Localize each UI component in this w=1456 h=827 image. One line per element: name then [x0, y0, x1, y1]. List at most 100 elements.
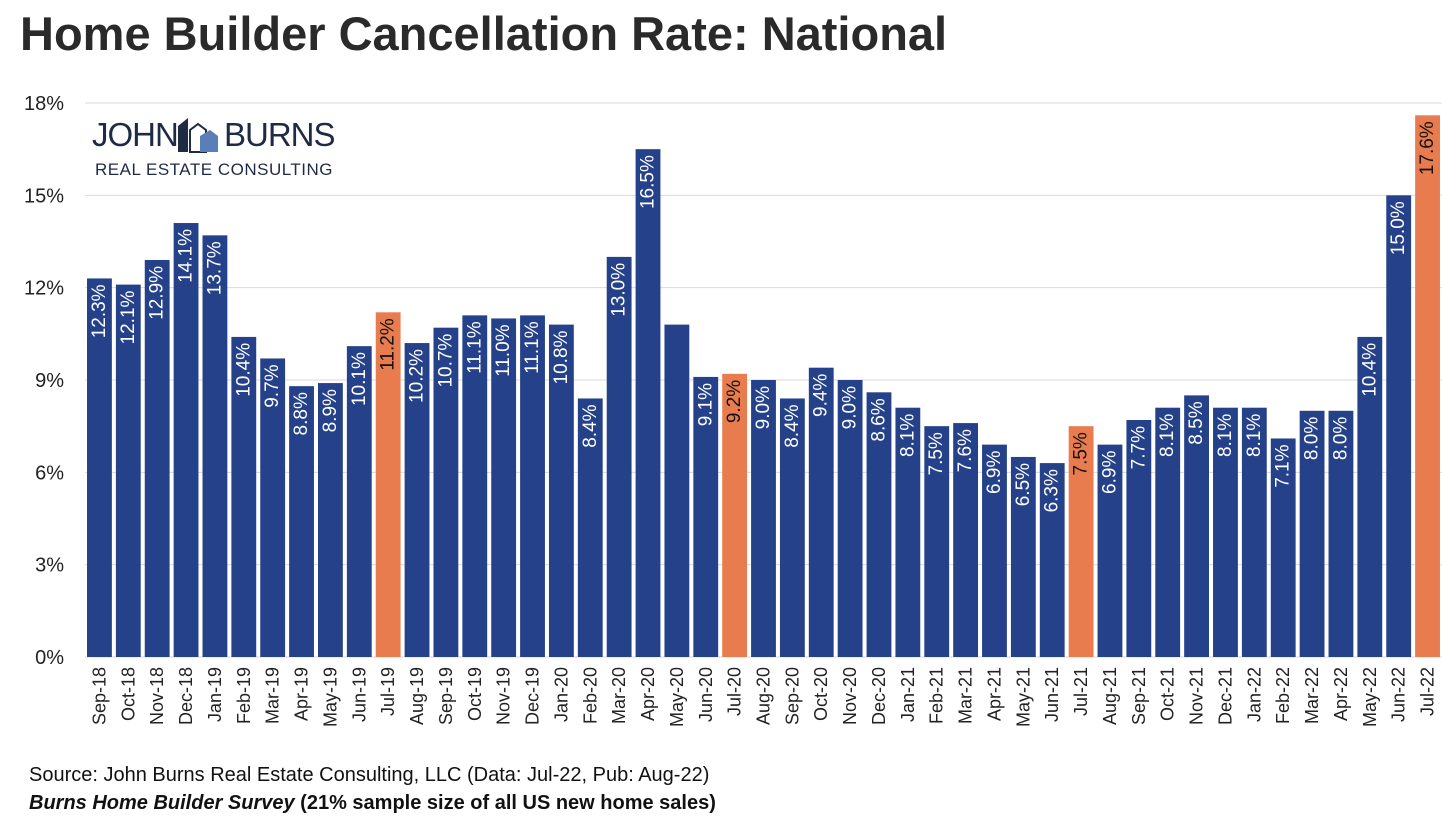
bar	[520, 315, 545, 657]
bar	[1386, 195, 1412, 658]
data-label: 12.1%	[118, 290, 139, 344]
y-tick-label: 18%	[24, 93, 64, 115]
bar	[837, 380, 863, 657]
bar	[779, 398, 805, 657]
x-tick-label: Jan-21	[898, 667, 918, 722]
data-label: 13.7%	[204, 241, 225, 295]
data-label: 8.8%	[291, 392, 312, 435]
bar	[404, 343, 430, 657]
data-label: 11.2%	[378, 318, 399, 371]
data-labels: 12.3% 12.1% 12.9% 14.1% 13.7% 10.4% 9.7% 8.8% 8.…	[89, 121, 1438, 512]
data-label: 14.1%	[176, 229, 197, 283]
page-title: Home Builder Cancellation Rate: National	[20, 7, 948, 60]
bar	[664, 324, 690, 657]
x-tick-label: May-20	[667, 667, 687, 727]
data-label: 8.4%	[580, 404, 601, 447]
x-tick-label: Feb-19	[234, 667, 254, 724]
data-label: 6.3%	[1042, 469, 1063, 512]
bar	[375, 312, 401, 657]
survey-name: Burns Home Builder Survey	[29, 792, 295, 814]
data-label: 12.3%	[89, 284, 110, 338]
x-tick-label: Apr-20	[638, 667, 658, 721]
bars	[87, 115, 1440, 658]
bar	[722, 373, 748, 657]
bar	[1126, 420, 1152, 657]
data-label: 10.8%	[551, 330, 572, 384]
bar	[1299, 410, 1325, 657]
x-tick-label: Dec-21	[1215, 667, 1235, 725]
source-note: Source: John Burns Real Estate Consultin…	[29, 764, 710, 786]
y-tick-label: 15%	[24, 185, 64, 207]
x-tick-label: Aug-21	[1100, 667, 1120, 725]
data-label: 7.1%	[1273, 444, 1294, 487]
x-tick-label: Feb-22	[1273, 667, 1293, 724]
data-label: 16.5%	[638, 155, 659, 209]
survey-detail: (21% sample size of all US new home sale…	[294, 792, 716, 814]
x-tick-label: Feb-20	[580, 667, 600, 724]
data-label: 8.6%	[868, 398, 889, 441]
survey-note: Burns Home Builder Survey (21% sample si…	[29, 792, 716, 815]
data-label: 6.9%	[984, 451, 1005, 494]
bar	[289, 386, 314, 657]
x-tick-label: Mar-22	[1302, 667, 1322, 724]
bar	[693, 376, 719, 657]
bar-chart: 0% 3% 6% 9% 12% 15% 18% 12.3% 12.1% 12.9% 14.1% 13…	[24, 93, 1442, 727]
data-label: 7.5%	[926, 432, 947, 475]
x-tick-label: Jul-22	[1418, 667, 1438, 716]
bar	[548, 324, 574, 657]
bar	[1155, 407, 1181, 657]
data-label: 7.7%	[1128, 426, 1149, 469]
bar	[751, 380, 776, 657]
company-logo: JOHN BURNS REAL ESTATE CONSULTING	[92, 116, 342, 186]
y-tick-label: 9%	[35, 370, 64, 392]
x-tick-label: Sep-18	[89, 667, 109, 725]
logo-wordmark: JOHN BURNS	[92, 116, 336, 154]
x-tick-label: May-21	[1013, 667, 1033, 727]
data-label: 17.6%	[1417, 121, 1438, 175]
x-tick-label: Sep-21	[1129, 667, 1149, 725]
bar	[606, 256, 632, 657]
bar	[462, 315, 488, 657]
x-tick-label: Jul-21	[1071, 667, 1091, 716]
bar	[953, 423, 979, 657]
data-label: 8.4%	[782, 404, 803, 447]
bar	[433, 327, 459, 657]
bar	[1184, 395, 1210, 657]
logo-subtitle: REAL ESTATE CONSULTING	[95, 160, 334, 179]
x-tick-label: Dec-19	[523, 667, 543, 725]
data-label: 6.9%	[1099, 451, 1120, 494]
x-tick-label: Jan-22	[1244, 667, 1264, 722]
bar	[924, 426, 950, 657]
bar	[1270, 438, 1296, 657]
x-tick-label: May-19	[320, 667, 340, 727]
bar	[577, 398, 603, 657]
x-tick-label: Jul-19	[378, 667, 398, 716]
bar	[491, 318, 517, 657]
data-label: 8.5%	[1186, 401, 1207, 444]
data-label: 9.4%	[811, 374, 832, 417]
data-label: 8.0%	[1302, 417, 1323, 460]
data-label: 8.9%	[320, 389, 341, 432]
data-label: 8.1%	[1157, 414, 1178, 457]
data-label: 8.0%	[1330, 417, 1351, 460]
building-icon	[178, 118, 218, 153]
bar	[317, 383, 343, 657]
x-tick-label: Mar-20	[609, 667, 629, 724]
x-tick-label: Jun-22	[1389, 667, 1409, 722]
data-label: 8.1%	[897, 414, 918, 457]
data-label: 12.9%	[147, 266, 168, 320]
bar	[1213, 407, 1238, 657]
data-label: 6.5%	[1013, 463, 1034, 506]
x-tick-label: Jan-20	[551, 667, 571, 722]
x-tick-label: Oct-21	[1158, 667, 1178, 721]
data-label: 11.1%	[522, 321, 543, 374]
bar	[87, 278, 112, 657]
bar	[808, 367, 834, 657]
x-tick-label: Oct-19	[465, 667, 485, 721]
bar	[1415, 115, 1440, 658]
x-tick-label: Jul-20	[725, 667, 745, 716]
x-tick-label: Jun-20	[696, 667, 716, 722]
x-axis: Sep-18 Oct-18 Nov-18 Dec-18 Jan-19 Feb-19 Mar-…	[89, 667, 1437, 727]
y-tick-label: 6%	[35, 462, 64, 484]
data-label: 15.0%	[1388, 201, 1409, 255]
